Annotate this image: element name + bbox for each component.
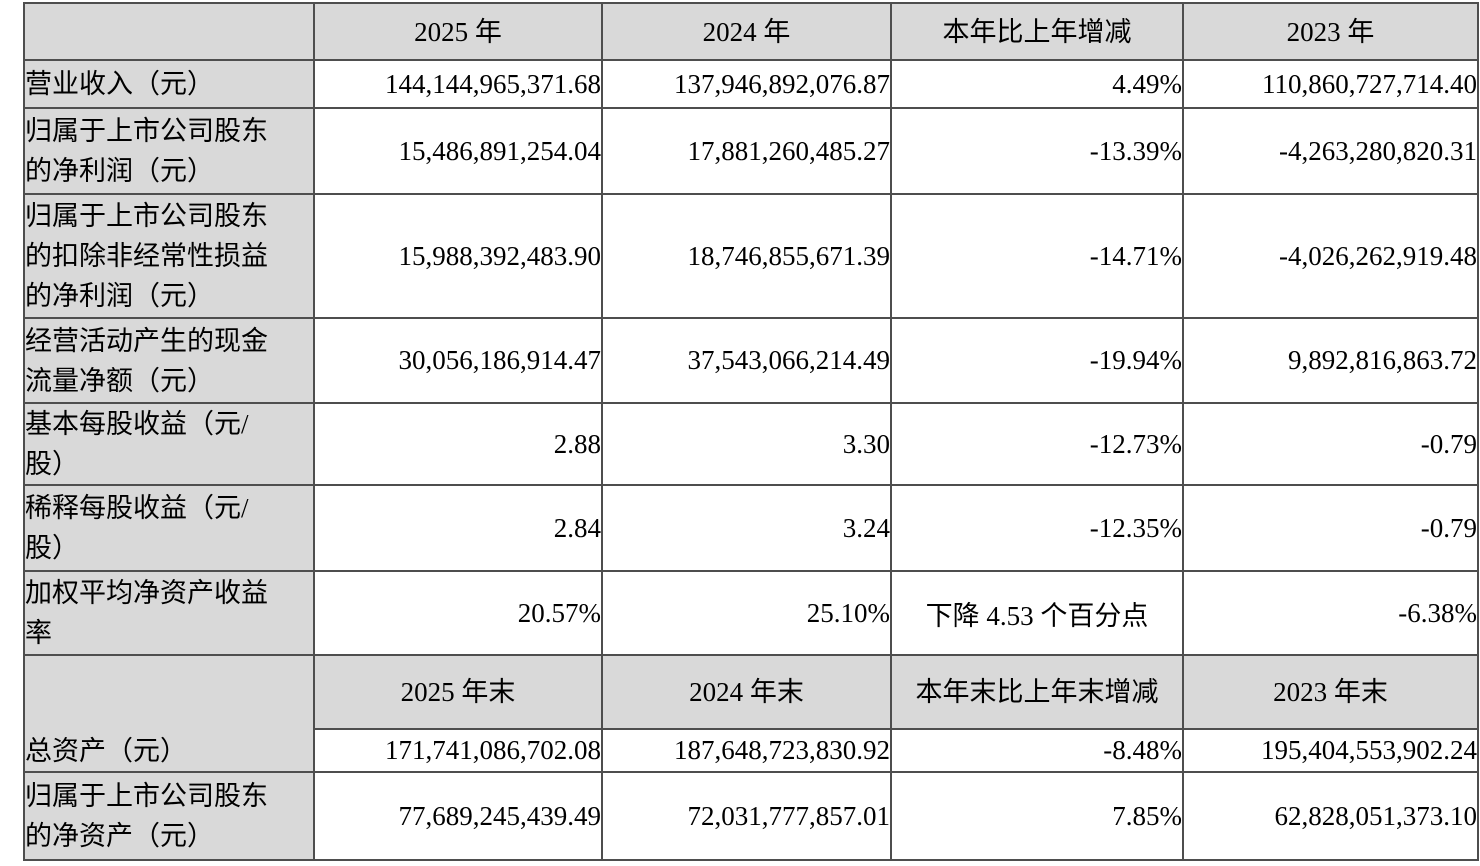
cell-diluted-eps-2025: 2.84 <box>313 484 603 572</box>
header-2025: 2025 年 <box>313 2 603 61</box>
row-label-total-assets: 总资产（元） <box>23 654 315 773</box>
cell-excl-change: -14.71% <box>890 193 1184 319</box>
key-financials-table: 2025 年 2024 年 本年比上年增减 2023 年 营业收入（元） 144… <box>23 2 1479 861</box>
cell-roe-2025: 20.57% <box>313 570 603 656</box>
header-2023-eoy: 2023 年末 <box>1182 654 1479 730</box>
cell-net-profit-2025: 15,486,891,254.04 <box>313 107 603 195</box>
cell-net-assets-change: 7.85% <box>890 771 1184 861</box>
cell-basic-eps-2025: 2.88 <box>313 402 603 486</box>
cell-net-assets-2024: 72,031,777,857.01 <box>601 771 892 861</box>
row-net-assets: 归属于上市公司股东 的净资产（元） 77,689,245,439.49 72,0… <box>23 771 1479 861</box>
header-2024-eoy: 2024 年末 <box>601 654 892 730</box>
cell-basic-eps-2024: 3.30 <box>601 402 892 486</box>
cell-revenue-2025: 144,144,965,371.68 <box>313 59 603 109</box>
cell-basic-eps-change: -12.73% <box>890 402 1184 486</box>
row-label-net-profit: 归属于上市公司股东 的净利润（元） <box>23 107 315 195</box>
row-label-diluted-eps: 稀释每股收益（元/ 股） <box>23 484 315 572</box>
annual-header-row: 2025 年 2024 年 本年比上年增减 2023 年 <box>23 2 1479 61</box>
row-label-operating-revenue: 营业收入（元） <box>23 59 315 109</box>
cell-total-assets-2024: 187,648,723,830.92 <box>601 728 892 773</box>
cell-net-profit-2024: 17,881,260,485.27 <box>601 107 892 195</box>
header-2024: 2024 年 <box>601 2 892 61</box>
row-operating-cash-flow: 经营活动产生的现金 流量净额（元） 30,056,186,914.47 37,5… <box>23 317 1479 404</box>
cell-net-profit-2023: -4,263,280,820.31 <box>1182 107 1479 195</box>
row-diluted-eps: 稀释每股收益（元/ 股） 2.84 3.24 -12.35% -0.79 <box>23 484 1479 572</box>
cell-roe-2023: -6.38% <box>1182 570 1479 656</box>
cell-total-assets-2025: 171,741,086,702.08 <box>313 728 603 773</box>
header-yoy-change: 本年比上年增减 <box>890 2 1184 61</box>
eoy-header-row: 总资产（元） 2025 年末 2024 年末 本年末比上年末增减 2023 年末 <box>23 654 1479 773</box>
row-basic-eps: 基本每股收益（元/ 股） 2.88 3.30 -12.73% -0.79 <box>23 402 1479 486</box>
header-eoy-change: 本年末比上年末增减 <box>890 654 1184 730</box>
cell-cash-flow-2025: 30,056,186,914.47 <box>313 317 603 404</box>
header-2025-eoy: 2025 年末 <box>313 654 603 730</box>
header-corner-cell <box>23 2 315 61</box>
row-label-basic-eps: 基本每股收益（元/ 股） <box>23 402 315 486</box>
row-net-profit-excl-nonrecurring: 归属于上市公司股东 的扣除非经常性损益 的净利润（元） 15,988,392,4… <box>23 193 1479 319</box>
cell-revenue-2023: 110,860,727,714.40 <box>1182 59 1479 109</box>
row-total-assets: 171,741,086,702.08 187,648,723,830.92 -8… <box>24 728 1479 773</box>
cell-roe-change: 下降 4.53 个百分点 <box>890 570 1184 656</box>
cell-net-assets-2025: 77,689,245,439.49 <box>313 771 603 861</box>
header-2023: 2023 年 <box>1182 2 1479 61</box>
row-label-net-assets: 归属于上市公司股东 的净资产（元） <box>23 771 315 861</box>
row-operating-revenue: 营业收入（元） 144,144,965,371.68 137,946,892,0… <box>23 59 1479 109</box>
cell-cash-flow-change: -19.94% <box>890 317 1184 404</box>
row-label-operating-cash-flow: 经营活动产生的现金 流量净额（元） <box>23 317 315 404</box>
cell-basic-eps-2023: -0.79 <box>1182 402 1479 486</box>
cell-excl-2025: 15,988,392,483.90 <box>313 193 603 319</box>
cell-net-assets-2023: 62,828,051,373.10 <box>1182 771 1479 861</box>
cell-revenue-change: 4.49% <box>890 59 1184 109</box>
cell-roe-2024: 25.10% <box>601 570 892 656</box>
row-label-net-profit-excl-nonrecurring: 归属于上市公司股东 的扣除非经常性损益 的净利润（元） <box>23 193 315 319</box>
cell-excl-2024: 18,746,855,671.39 <box>601 193 892 319</box>
cell-total-assets-change: -8.48% <box>890 728 1184 773</box>
cell-diluted-eps-2024: 3.24 <box>601 484 892 572</box>
row-label-weighted-avg-roe: 加权平均净资产收益 率 <box>23 570 315 656</box>
cell-cash-flow-2023: 9,892,816,863.72 <box>1182 317 1479 404</box>
cell-net-profit-change: -13.39% <box>890 107 1184 195</box>
cell-revenue-2024: 137,946,892,076.87 <box>601 59 892 109</box>
cell-cash-flow-2024: 37,543,066,214.49 <box>601 317 892 404</box>
row-weighted-avg-roe: 加权平均净资产收益 率 20.57% 25.10% 下降 4.53 个百分点 -… <box>23 570 1479 656</box>
cell-total-assets-2023: 195,404,553,902.24 <box>1182 728 1479 773</box>
row-net-profit: 归属于上市公司股东 的净利润（元） 15,486,891,254.04 17,8… <box>23 107 1479 195</box>
cell-diluted-eps-2023: -0.79 <box>1182 484 1479 572</box>
cell-excl-2023: -4,026,262,919.48 <box>1182 193 1479 319</box>
cell-diluted-eps-change: -12.35% <box>890 484 1184 572</box>
